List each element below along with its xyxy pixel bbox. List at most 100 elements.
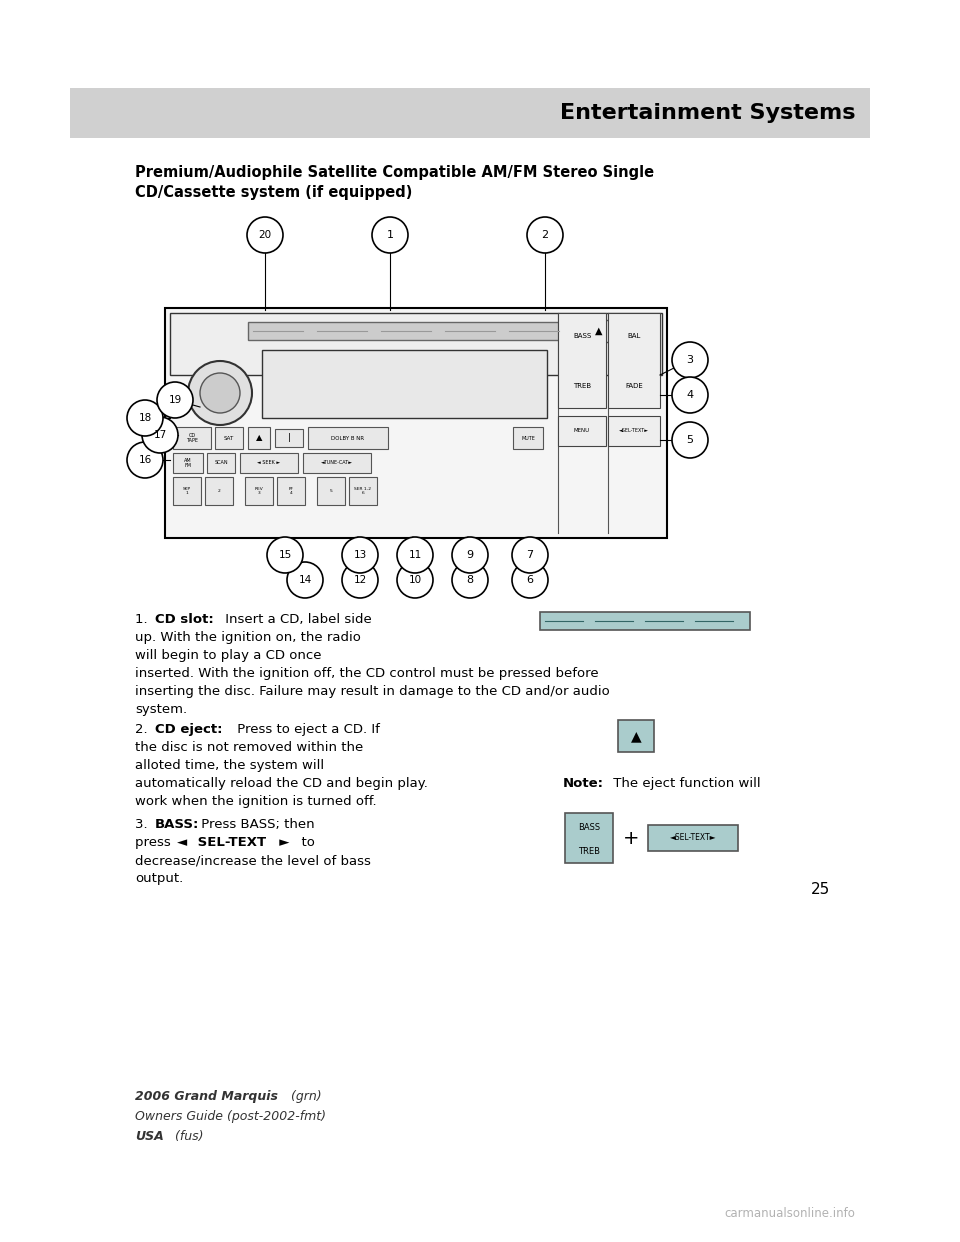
Circle shape [672,342,708,378]
Text: DOLBY B NR: DOLBY B NR [331,436,365,441]
Circle shape [397,537,433,573]
Text: Press to eject a CD. If: Press to eject a CD. If [233,723,380,737]
Circle shape [127,400,163,436]
Text: 8: 8 [467,575,473,585]
Text: (grn): (grn) [287,1090,322,1103]
Text: TREB: TREB [573,383,591,389]
Bar [207,453,235,473]
Bar [608,416,660,446]
Circle shape [512,537,548,573]
Text: REV
3: REV 3 [254,487,263,496]
Text: BAL: BAL [627,333,640,339]
Text: ◄TUNE-CAT►: ◄TUNE-CAT► [321,461,353,466]
Text: MENU: MENU [574,427,590,432]
Text: ◄SEL-TEXT►: ◄SEL-TEXT► [670,833,716,842]
Bar [165,308,667,538]
Bar [308,427,388,450]
Text: 14: 14 [299,575,312,585]
Text: ►: ► [275,836,290,850]
Text: TREB: TREB [578,847,600,856]
Bar [349,477,377,505]
Text: Owners Guide (post-2002-fmt): Owners Guide (post-2002-fmt) [135,1110,326,1123]
Text: MUTE: MUTE [521,436,535,441]
Text: 20: 20 [258,230,272,240]
Text: 6: 6 [526,575,534,585]
Text: 9: 9 [467,550,473,560]
Text: system.: system. [135,703,187,715]
Bar [170,313,662,375]
Text: 2.: 2. [135,723,152,737]
Text: FF
4: FF 4 [289,487,294,496]
Text: ▲: ▲ [255,433,262,442]
Circle shape [247,217,283,253]
Circle shape [342,561,378,597]
Bar [618,720,654,751]
Circle shape [372,217,408,253]
Text: 3.: 3. [135,818,152,831]
Circle shape [188,361,252,425]
Bar [513,427,543,450]
Bar [205,477,233,505]
Bar [262,350,547,419]
Circle shape [672,422,708,458]
Circle shape [527,217,563,253]
Text: work when the ignition is turned off.: work when the ignition is turned off. [135,795,376,809]
Circle shape [200,373,240,414]
Text: ▲: ▲ [595,325,603,337]
Text: 1.: 1. [135,614,152,626]
Circle shape [342,537,378,573]
Text: SEL-TEXT: SEL-TEXT [193,836,266,850]
Bar [558,313,606,409]
Text: ◄SEL-TEXT►: ◄SEL-TEXT► [619,427,649,432]
Bar [215,427,243,450]
Text: SAT: SAT [224,436,234,441]
Bar [558,416,606,446]
Text: USA: USA [135,1130,164,1143]
Bar [275,428,303,447]
Text: 3: 3 [686,355,693,365]
Text: 12: 12 [353,575,367,585]
Text: Press BASS; then: Press BASS; then [197,818,315,831]
Bar [303,453,371,473]
Text: the disc is not removed within the: the disc is not removed within the [135,741,363,754]
Text: CD
TAPE: CD TAPE [186,432,198,443]
Bar [585,320,613,342]
Text: carmanualsonline.info: carmanualsonline.info [724,1207,855,1220]
Text: (fus): (fus) [171,1130,204,1143]
Text: inserting the disc. Failure may result in damage to the CD and/or audio: inserting the disc. Failure may result i… [135,686,610,698]
Circle shape [157,383,193,419]
Text: alloted time, the system will: alloted time, the system will [135,759,324,773]
Text: decrease/increase the level of bass: decrease/increase the level of bass [135,854,371,867]
Text: press: press [135,836,175,850]
Text: up. With the ignition on, the radio: up. With the ignition on, the radio [135,631,361,645]
Text: The eject function will: The eject function will [609,777,760,790]
Text: to: to [293,836,315,850]
Text: 2006 Grand Marquis: 2006 Grand Marquis [135,1090,278,1103]
Bar [540,612,750,630]
Text: 19: 19 [168,395,181,405]
Text: SKP
1: SKP 1 [183,487,191,496]
Text: BASS:: BASS: [155,818,200,831]
Text: FADE: FADE [625,383,643,389]
Bar [173,477,201,505]
Text: automatically reload the CD and begin play.: automatically reload the CD and begin pl… [135,777,432,790]
Text: 4: 4 [686,390,693,400]
Circle shape [127,442,163,478]
Text: SCAN: SCAN [214,461,228,466]
Text: 13: 13 [353,550,367,560]
Text: BASS: BASS [578,822,600,831]
Text: AM
FM: AM FM [184,457,192,468]
Circle shape [672,378,708,414]
Text: output.: output. [135,872,183,886]
Text: CD eject:: CD eject: [155,723,223,737]
Text: 16: 16 [138,455,152,465]
Text: CD slot:: CD slot: [155,614,214,626]
Bar [608,313,660,409]
Text: Insert a CD, label side: Insert a CD, label side [221,614,372,626]
Text: 2: 2 [541,230,548,240]
Bar [248,427,270,450]
Text: 11: 11 [408,550,421,560]
Circle shape [452,561,488,597]
Text: 5: 5 [329,489,332,493]
Circle shape [512,561,548,597]
